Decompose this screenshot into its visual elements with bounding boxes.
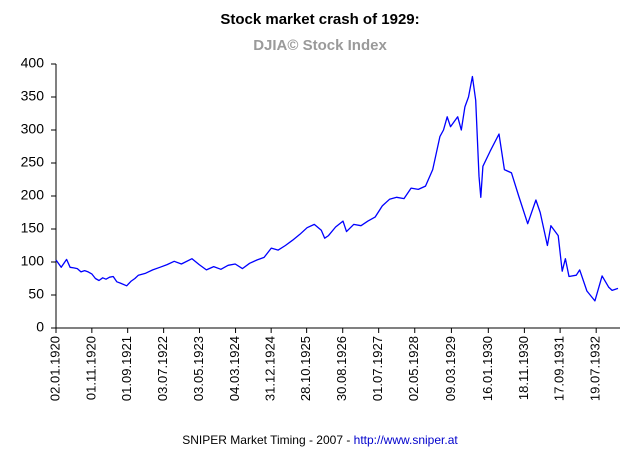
chart-subtitle: DJIA© Stock Index xyxy=(253,37,387,54)
x-tick-label: 31.12.1924 xyxy=(263,336,278,401)
y-tick-label: 0 xyxy=(36,319,44,335)
y-tick-label: 100 xyxy=(21,253,45,269)
x-tick-label: 03.05.1923 xyxy=(191,336,206,401)
y-tick-label: 250 xyxy=(21,154,45,170)
y-tick-label: 150 xyxy=(21,220,45,236)
y-tick-label: 350 xyxy=(21,88,45,104)
x-tick-label: 17.09.1931 xyxy=(552,336,567,401)
footer: SNIPER Market Timing - 2007 - http://www… xyxy=(182,433,458,447)
footer-link[interactable]: http://www.sniper.at xyxy=(354,433,459,447)
x-tick-label: 01.09.1921 xyxy=(119,336,134,401)
y-tick-label: 400 xyxy=(21,55,45,71)
x-tick-label: 09.03.1929 xyxy=(443,336,458,401)
x-tick-label: 28.10.1925 xyxy=(298,336,313,401)
x-tick-label: 30.08.1926 xyxy=(334,336,349,401)
x-tick-label: 18.11.1930 xyxy=(516,336,531,400)
x-tick-label: 16.01.1930 xyxy=(480,336,495,401)
y-tick-label: 50 xyxy=(28,286,44,302)
x-tick-label: 04.03.1924 xyxy=(227,336,242,401)
x-tick-label: 02.01.1920 xyxy=(47,336,62,401)
x-tick-label: 03.07.1922 xyxy=(155,336,170,401)
x-tick-label: 01.11.1920 xyxy=(83,336,98,400)
x-tick-label: 01.07.1927 xyxy=(370,336,385,401)
y-tick-label: 200 xyxy=(21,187,45,203)
footer-text: SNIPER Market Timing - 2007 - xyxy=(182,433,353,447)
line xyxy=(55,75,619,302)
x-tick-label: 02.05.1928 xyxy=(406,336,421,401)
x-tick-label: 19.07.1932 xyxy=(588,336,603,401)
y-tick-label: 300 xyxy=(21,121,45,137)
chart-title: Stock market crash of 1929: xyxy=(220,11,419,28)
